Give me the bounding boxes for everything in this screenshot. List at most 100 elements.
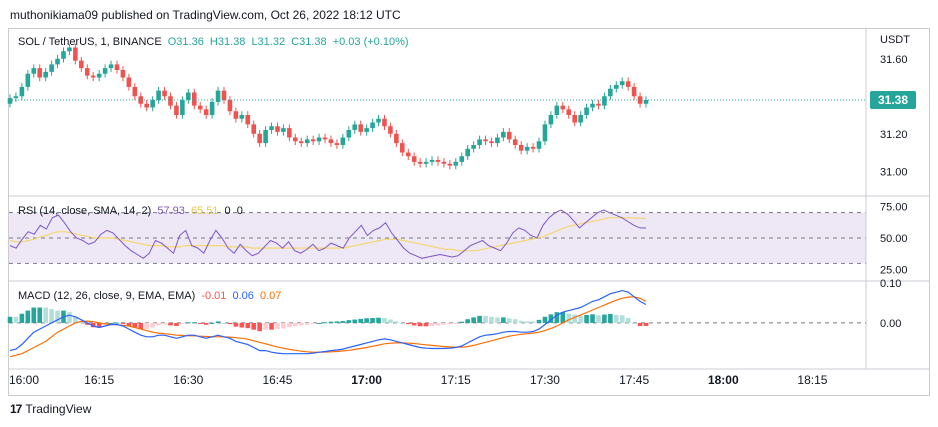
candle-body (269, 126, 274, 130)
macd-histogram-bar (405, 322, 411, 325)
candle-body (625, 81, 631, 87)
candle (322, 133, 328, 144)
macd-histogram-bar (138, 322, 144, 330)
macd-histogram-bar (423, 322, 429, 327)
macd-histogram-bar (316, 322, 322, 324)
rsi-label[interactable]: RSI (14, close, SMA, 14, 2) (18, 205, 152, 217)
macd-histogram-bar (417, 322, 423, 327)
macd-histogram-bar (489, 316, 494, 323)
candle (7, 94, 13, 108)
high-value: H31.38 (209, 36, 246, 48)
candle (423, 158, 429, 168)
candle (334, 139, 340, 149)
candle-body (447, 163, 453, 166)
time-tick-label: 18:15 (797, 373, 827, 387)
candle (281, 124, 286, 136)
macd-histogram-bar (180, 322, 185, 325)
rsi-line (9, 209, 647, 259)
candle (495, 133, 500, 147)
macd-histogram-bar (346, 320, 352, 323)
candle-body (186, 92, 191, 100)
macd-histogram-bar (233, 322, 239, 327)
candle (394, 130, 399, 147)
macd-histogram-bar (79, 321, 84, 323)
candle-body (608, 88, 613, 97)
close-value: C31.38 (291, 36, 327, 48)
candle-body (263, 130, 268, 144)
open-value: O31.36 (167, 36, 204, 48)
macd-histogram-bar (114, 322, 120, 324)
macd-histogram-bar (120, 322, 126, 324)
macd-legend: MACD (12, 26, close, 9, EMA, EMA) -0.01 … (18, 290, 284, 302)
candle-body (132, 86, 138, 97)
macd-histogram-bar (631, 322, 637, 324)
macd-histogram-bar (358, 318, 363, 323)
macd-histogram-bar (108, 322, 114, 324)
macd-histogram-bar (572, 314, 577, 323)
candle-body (405, 152, 411, 157)
candle-body (90, 75, 96, 78)
macd-histogram-bar (191, 322, 197, 324)
macd-histogram-bar (334, 321, 340, 323)
candle (441, 158, 447, 168)
macd-histogram-bar (566, 313, 572, 323)
candle-body (84, 68, 90, 76)
candle (619, 77, 625, 89)
macd-signal-value: 0.07 (259, 290, 282, 302)
macd-histogram-bar (435, 322, 441, 326)
macd-label[interactable]: MACD (12, 26, close, 9, EMA, EMA) (18, 290, 196, 302)
candle-body (459, 156, 465, 162)
candle-body (477, 139, 482, 145)
time-tick-label: 16:15 (84, 373, 114, 387)
candle-body (275, 126, 280, 132)
symbol-label[interactable]: SOL / TetherUS, 1, BINANCE (18, 36, 162, 48)
candle (120, 66, 126, 82)
macd-histogram-bar (19, 313, 25, 323)
footer-brand[interactable]: TradingView (25, 402, 92, 416)
rsi-sma-value: 65.51 (190, 205, 219, 217)
candle-body (340, 137, 346, 145)
candle-body (114, 64, 120, 70)
macd-histogram-bar (637, 322, 643, 326)
candle (19, 83, 25, 100)
time-tick-label: 17:45 (619, 373, 649, 387)
candle-body (197, 105, 203, 110)
macd-histogram-bar (245, 322, 251, 329)
candle (637, 92, 643, 108)
candle (144, 100, 150, 112)
macd-histogram-bar (322, 322, 328, 324)
candle-body (25, 73, 31, 87)
macd-histogram-bar (37, 307, 43, 323)
macd-histogram-bar (465, 319, 470, 323)
macd-histogram-bar (376, 317, 381, 323)
candle-body (530, 146, 536, 149)
rsi-value: 57.93 (157, 205, 185, 217)
macd-histogram-bar (364, 318, 369, 323)
macd-histogram-bar (507, 318, 512, 323)
candle-body (501, 131, 506, 138)
candle (340, 133, 346, 149)
candle (162, 86, 167, 100)
candle-body (483, 139, 488, 142)
candle-body (518, 145, 524, 151)
candle-body (49, 64, 54, 72)
macd-histogram-bar (429, 322, 435, 326)
candle-body (453, 161, 459, 166)
macd-signal-line (9, 296, 647, 358)
tradingview-logo-icon[interactable]: 17 (10, 402, 22, 416)
candle-body (322, 137, 328, 140)
macd-histogram-bar (619, 315, 625, 323)
candle-body (495, 137, 500, 144)
candle (25, 70, 31, 91)
candle (578, 111, 583, 127)
macd-histogram-bar (596, 315, 601, 323)
candle-body (394, 133, 399, 144)
candle (114, 60, 120, 74)
candle-body (150, 100, 155, 108)
candle-body (215, 90, 221, 102)
candle (180, 96, 185, 119)
candle-body (43, 71, 48, 78)
rsi-tick-label: 50.00 (880, 233, 908, 245)
candle-body (67, 47, 72, 52)
